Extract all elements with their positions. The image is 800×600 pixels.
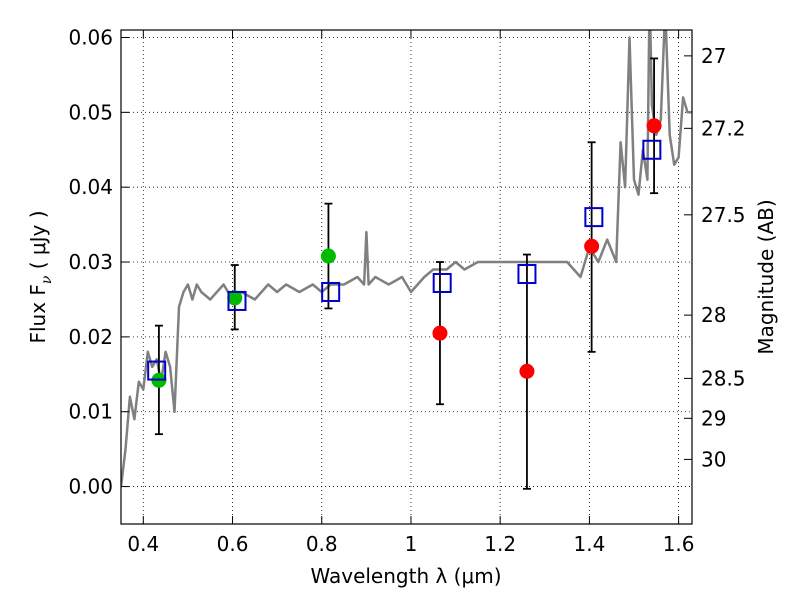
model-photometry-box <box>584 207 604 228</box>
y-axis-title-main: Flux F <box>26 284 50 343</box>
y-tick-label: 0.04 <box>68 175 113 199</box>
x-tick-label: 0.6 <box>217 532 249 556</box>
x-tick-label: 0.4 <box>127 532 159 556</box>
mag-tick-label: 27 <box>701 44 726 68</box>
y-axis-title-sub: ν <box>39 275 55 284</box>
data-point-layer <box>151 118 662 388</box>
y-tick-label: 0.05 <box>68 100 113 124</box>
red-data-point <box>432 325 448 341</box>
plot-frame <box>120 29 693 525</box>
grid-lines <box>121 30 692 524</box>
model-box-layer <box>147 139 662 381</box>
x-tick-label: 1.4 <box>573 532 605 556</box>
mag-tick-label: 30 <box>701 447 726 471</box>
model-sed-layer <box>121 30 692 487</box>
model-photometry-box <box>517 264 537 285</box>
x-axis-title: Wavelength λ (μm) <box>310 564 501 588</box>
model-photometry-box <box>227 290 247 311</box>
right-axis-title: Magnitude (AB) <box>754 199 778 354</box>
model-photometry-box <box>147 360 167 381</box>
x-tick-label: 1 <box>405 532 418 556</box>
mag-tick-label: 27.2 <box>701 116 746 140</box>
mag-tick-label: 27.5 <box>701 203 746 227</box>
tick-labels: 0.4 0.6 0.8 1 1.2 1.4 1.6 0.00 0.01 0.02 0.03 0.04 0… <box>68 25 745 556</box>
model-photometry-box <box>432 272 452 293</box>
axis-ticks <box>121 30 692 524</box>
x-tick-label: 1.6 <box>663 532 695 556</box>
y-tick-label: 0.02 <box>68 325 113 349</box>
model-photometry-box <box>321 281 341 302</box>
red-data-point <box>584 238 600 254</box>
mag-tick-label: 28 <box>701 303 726 327</box>
y-tick-label: 0.01 <box>68 400 113 424</box>
green-data-point <box>320 248 336 264</box>
y-axis-title-unit: ( μJy ) <box>26 210 50 275</box>
model-photometry-box <box>642 139 662 160</box>
y-axis-title: Flux Fν ( μJy ) <box>26 210 55 343</box>
x-tick-label: 1.2 <box>484 532 516 556</box>
y-tick-label: 0.00 <box>68 475 113 499</box>
red-data-point <box>519 363 535 379</box>
red-data-point <box>646 118 662 134</box>
mag-tick-label: 28.5 <box>701 366 746 390</box>
green-data-point <box>227 290 243 306</box>
x-tick-label: 0.8 <box>306 532 338 556</box>
mag-tick-label: 29 <box>701 406 726 430</box>
y-tick-label: 0.06 <box>68 25 113 49</box>
model-sed-line <box>121 30 692 487</box>
y-tick-label: 0.03 <box>68 250 113 274</box>
